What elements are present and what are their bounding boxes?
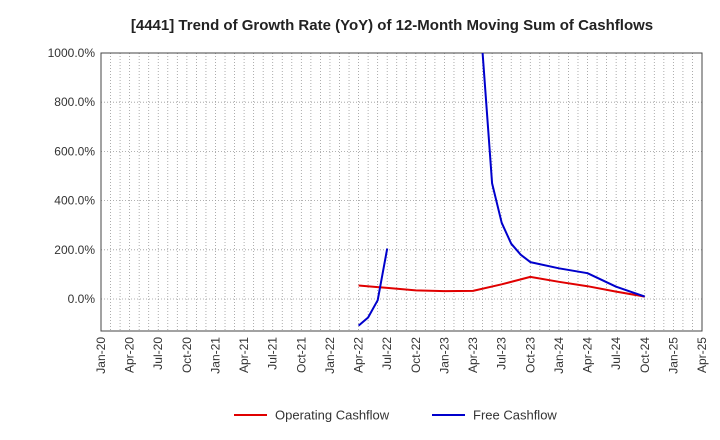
legend-label: Operating Cashflow [275, 408, 390, 423]
x-tick-label: Jan-22 [323, 337, 337, 374]
y-tick-label: 600.0% [54, 144, 95, 158]
y-tick-label: 0.0% [68, 292, 96, 306]
x-tick-label: Oct-24 [638, 337, 652, 373]
y-tick-label: 400.0% [54, 194, 95, 208]
x-tick-label: Oct-22 [409, 337, 423, 373]
x-tick-label: Apr-20 [123, 337, 137, 373]
y-tick-label: 1000.0% [48, 46, 96, 60]
y-tick-labels: 0.0% 200.0% 400.0% 600.0% 800.0% 1000.0% [48, 46, 96, 306]
series-line-free-cashflow [481, 53, 646, 298]
x-tick-label: Apr-22 [352, 337, 366, 373]
x-tick-label: Jul-21 [266, 337, 280, 370]
series-line-free-cashflow [357, 248, 389, 327]
x-tick-labels: Jan-20 Apr-20 Jul-20 Oct-20 Jan-21 Apr-21 Jul-… [94, 337, 709, 374]
x-tick-label: Jan-21 [208, 337, 222, 374]
x-tick-label: Jul-22 [380, 337, 394, 370]
x-tick-label: Jul-20 [151, 337, 165, 370]
y-tick-label: 800.0% [54, 95, 95, 109]
x-tick-label: Apr-23 [466, 337, 480, 373]
x-tick-label: Apr-21 [237, 337, 251, 373]
x-tick-label: Jan-23 [437, 337, 451, 374]
axes [100, 52, 703, 332]
x-tick-label: Jan-20 [94, 337, 108, 374]
x-tick-label: Oct-20 [180, 337, 194, 373]
series-layer [357, 53, 646, 327]
x-tick-label: Oct-23 [523, 337, 537, 373]
grid [100, 52, 703, 331]
x-tick-label: Oct-21 [294, 337, 308, 373]
y-tick-label: 200.0% [54, 243, 95, 257]
x-tick-label: Apr-24 [581, 337, 595, 373]
legend-label: Free Cashflow [473, 408, 557, 423]
legend: Operating Cashflow Free Cashflow [234, 408, 557, 423]
chart-title: [4441] Trend of Growth Rate (YoY) of 12-… [131, 17, 653, 34]
x-tick-label: Apr-25 [695, 337, 709, 373]
series-line-operating-cashflow [358, 275, 645, 298]
x-tick-label: Jul-24 [609, 337, 623, 370]
x-tick-label: Jan-25 [666, 337, 680, 374]
plot-frame [100, 52, 703, 332]
x-tick-label: Jul-23 [495, 337, 509, 370]
x-tick-label: Jan-24 [552, 337, 566, 374]
